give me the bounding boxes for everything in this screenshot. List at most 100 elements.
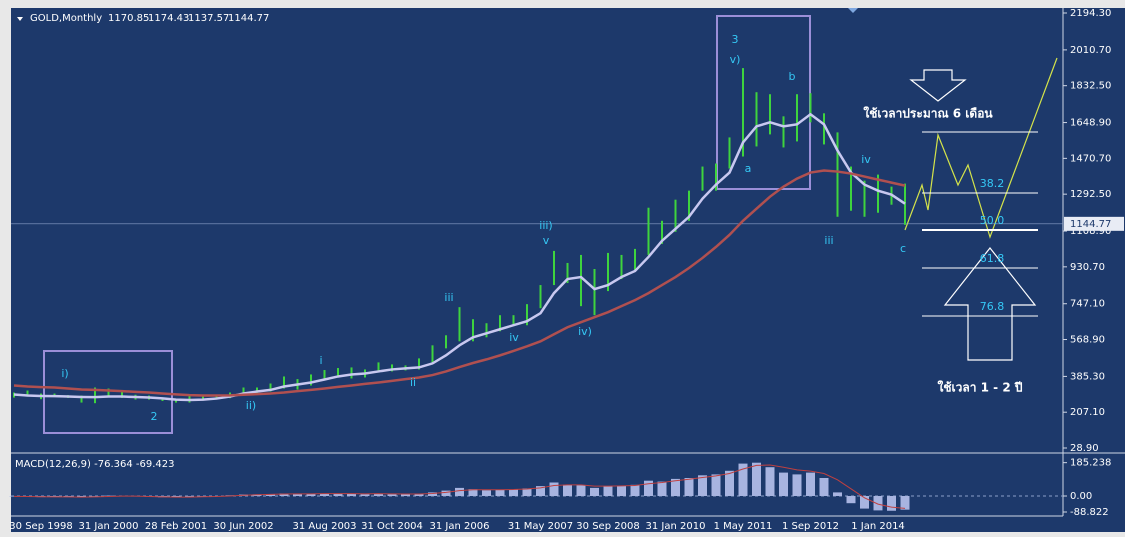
x-tick-label: 31 Aug 2003 [292,521,356,532]
macd-bar [833,492,842,496]
macd-bar [860,496,869,509]
fib-label: 38.2 [980,177,1005,190]
macd-bar [441,490,451,496]
x-tick-label: 30 Sep 1998 [9,521,72,532]
y-tick-label: 28.90 [1070,443,1099,454]
x-tick-label: 30 Jun 2002 [213,521,273,532]
macd-bar [657,481,667,496]
wave-label: b [789,70,796,83]
macd-bar [684,478,694,496]
wave-label: a [745,162,752,175]
x-tick-label: 28 Feb 2001 [145,521,207,532]
wave-label: v [543,234,550,247]
wave-label: 3 [732,33,739,46]
macd-bar [738,463,748,496]
macd-bar [549,482,559,496]
macd-bar [671,478,680,496]
macd-bar [414,493,424,496]
x-tick-label: 1 May 2011 [714,521,773,532]
macd-bar [279,493,289,496]
y-tick-label: 0.00 [1070,491,1092,502]
wave-label: 2 [151,410,158,423]
macd-bar [509,489,518,496]
wave-label: iii) [539,219,552,232]
wave-label: iii [444,291,453,304]
y-tick-label: 185.238 [1070,458,1111,469]
moving-average [13,169,906,397]
y-tick-label: 2010.70 [1070,45,1111,56]
fib-label: 50.0 [980,214,1005,227]
wave-label: c [900,242,906,255]
wave-label: ii [410,376,416,389]
macd-bar [495,489,505,496]
bid-box [1064,216,1124,231]
y-tick-label: 1470.70 [1070,153,1111,164]
y-tick-label: 747.10 [1070,299,1105,310]
fib-label: 61.8 [980,252,1005,265]
y-tick-label: 1292.50 [1070,189,1111,200]
header-value: 1144.77 [228,13,269,24]
y-tick-label: 207.10 [1070,407,1105,418]
y-tick-label: -88.822 [1070,507,1109,518]
macd-bar [711,474,721,496]
wave-label: i) [61,367,68,380]
macd-bar [306,493,316,496]
y-tick-label: 930.70 [1070,262,1105,273]
down-arrow [909,69,967,102]
y-tick-label: 2194.30 [1070,8,1111,19]
macd-bar [846,496,856,504]
macd-bar [698,475,707,496]
x-tick-label: 31 May 2007 [508,521,573,532]
wave-label: iv [509,331,519,344]
macd-bar [644,480,653,496]
macd-bar [9,496,19,497]
macd-bar [347,493,356,496]
macd-bar [428,492,437,496]
macd-bar [819,478,829,496]
x-tick-label: 31 Oct 2004 [361,521,423,532]
macd-bar [333,493,343,496]
y-tick-label: 1648.90 [1070,118,1111,129]
y-tick-label: 568.90 [1070,335,1105,346]
macd-bar [455,487,464,496]
x-tick-label: 30 Sep 2008 [576,521,639,532]
header-value: 1174.43 [148,13,189,24]
signal-line [13,464,906,509]
macd-bar [536,486,545,496]
macd-bar [360,494,370,496]
x-tick-label: 31 Jan 2010 [646,521,706,532]
time-note: ใช้เวลา 1 - 2 ปี [938,380,1023,395]
macd-bar [765,467,775,496]
wave-label: i [319,354,322,367]
macd-bar [563,484,572,496]
wave-label: iii [824,234,833,247]
macd-bar [603,486,613,496]
bid-label: 1144.77 [1070,219,1111,230]
x-tick-label: 1 Jan 2014 [851,521,905,532]
moving-average [13,112,906,402]
wave-label: ii) [246,399,256,412]
macd-bar [320,493,329,496]
collapse-icon[interactable] [17,17,23,21]
x-tick-label: 31 Jan 2006 [430,521,490,532]
x-tick-label: 31 Jan 2000 [79,521,139,532]
macd-bar [522,488,532,496]
macd-bar [374,493,383,496]
y-tick-label: 1832.50 [1070,81,1111,92]
macd-bar [590,487,599,496]
wave-label: iv [861,153,871,166]
header-value: 1170.85 [108,13,149,24]
macd-bar [873,496,883,511]
x-tick-label: 1 Sep 2012 [782,521,839,532]
macd-bar [630,484,640,496]
wave-box [43,350,173,434]
shift-marker [848,8,858,13]
y-tick-label: 1108.90 [1070,226,1111,237]
macd-bar [900,496,910,510]
macd-bar [266,494,275,496]
macd-title: MACD(12,26,9) -76.364 -69.423 [15,459,175,470]
macd-bar [779,472,788,496]
time-note: ใช้เวลาประมาณ 6 เดือน [863,106,993,121]
header-value: 1137.57 [188,13,229,24]
